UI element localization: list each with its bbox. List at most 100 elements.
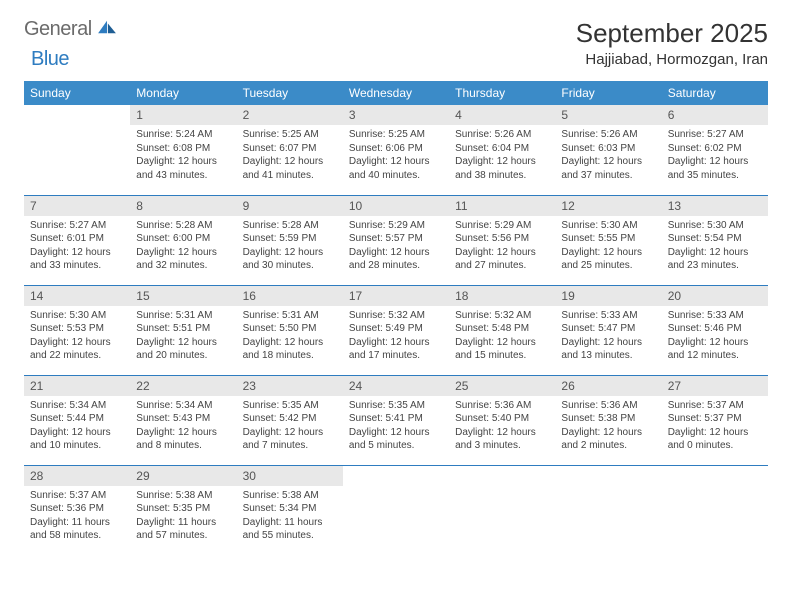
day-details: Sunrise: 5:32 AMSunset: 5:48 PMDaylight:… — [449, 306, 555, 369]
weekday-header-row: Sunday Monday Tuesday Wednesday Thursday… — [24, 81, 768, 105]
calendar-day-cell — [343, 465, 449, 555]
calendar-day-cell: 12Sunrise: 5:30 AMSunset: 5:55 PMDayligh… — [555, 195, 661, 285]
calendar-day-cell — [662, 465, 768, 555]
day-number: 17 — [343, 286, 449, 306]
weekday-heading: Sunday — [24, 81, 130, 105]
day-details: Sunrise: 5:34 AMSunset: 5:44 PMDaylight:… — [24, 396, 130, 459]
calendar-week-row: 7Sunrise: 5:27 AMSunset: 6:01 PMDaylight… — [24, 195, 768, 285]
calendar-day-cell: 11Sunrise: 5:29 AMSunset: 5:56 PMDayligh… — [449, 195, 555, 285]
day-details: Sunrise: 5:24 AMSunset: 6:08 PMDaylight:… — [130, 125, 236, 188]
day-number: 11 — [449, 196, 555, 216]
calendar-day-cell — [555, 465, 661, 555]
day-details: Sunrise: 5:36 AMSunset: 5:38 PMDaylight:… — [555, 396, 661, 459]
calendar-day-cell: 18Sunrise: 5:32 AMSunset: 5:48 PMDayligh… — [449, 285, 555, 375]
day-number: 10 — [343, 196, 449, 216]
day-number: 24 — [343, 376, 449, 396]
calendar-day-cell: 26Sunrise: 5:36 AMSunset: 5:38 PMDayligh… — [555, 375, 661, 465]
calendar-day-cell: 24Sunrise: 5:35 AMSunset: 5:41 PMDayligh… — [343, 375, 449, 465]
calendar-day-cell: 15Sunrise: 5:31 AMSunset: 5:51 PMDayligh… — [130, 285, 236, 375]
day-number: 18 — [449, 286, 555, 306]
calendar-day-cell: 17Sunrise: 5:32 AMSunset: 5:49 PMDayligh… — [343, 285, 449, 375]
day-details: Sunrise: 5:34 AMSunset: 5:43 PMDaylight:… — [130, 396, 236, 459]
day-number: 9 — [237, 196, 343, 216]
title-block: September 2025 Hajjiabad, Hormozgan, Ira… — [576, 18, 768, 68]
calendar-day-cell: 6Sunrise: 5:27 AMSunset: 6:02 PMDaylight… — [662, 105, 768, 195]
day-details: Sunrise: 5:26 AMSunset: 6:03 PMDaylight:… — [555, 125, 661, 188]
day-details: Sunrise: 5:27 AMSunset: 6:01 PMDaylight:… — [24, 216, 130, 279]
calendar-page: General September 2025 Hajjiabad, Hormoz… — [0, 0, 792, 555]
weekday-heading: Thursday — [449, 81, 555, 105]
day-details: Sunrise: 5:30 AMSunset: 5:54 PMDaylight:… — [662, 216, 768, 279]
day-number: 8 — [130, 196, 236, 216]
day-details: Sunrise: 5:28 AMSunset: 5:59 PMDaylight:… — [237, 216, 343, 279]
day-details: Sunrise: 5:26 AMSunset: 6:04 PMDaylight:… — [449, 125, 555, 188]
day-details: Sunrise: 5:25 AMSunset: 6:07 PMDaylight:… — [237, 125, 343, 188]
day-number: 4 — [449, 105, 555, 125]
day-details: Sunrise: 5:28 AMSunset: 6:00 PMDaylight:… — [130, 216, 236, 279]
weekday-heading: Wednesday — [343, 81, 449, 105]
day-number: 28 — [24, 466, 130, 486]
calendar-day-cell: 4Sunrise: 5:26 AMSunset: 6:04 PMDaylight… — [449, 105, 555, 195]
day-number: 21 — [24, 376, 130, 396]
day-number: 5 — [555, 105, 661, 125]
day-number: 12 — [555, 196, 661, 216]
calendar-day-cell: 16Sunrise: 5:31 AMSunset: 5:50 PMDayligh… — [237, 285, 343, 375]
calendar-day-cell: 30Sunrise: 5:38 AMSunset: 5:34 PMDayligh… — [237, 465, 343, 555]
month-title: September 2025 — [576, 18, 768, 49]
day-details: Sunrise: 5:29 AMSunset: 5:57 PMDaylight:… — [343, 216, 449, 279]
day-details: Sunrise: 5:37 AMSunset: 5:36 PMDaylight:… — [24, 486, 130, 549]
day-number: 29 — [130, 466, 236, 486]
day-number: 3 — [343, 105, 449, 125]
calendar-day-cell: 2Sunrise: 5:25 AMSunset: 6:07 PMDaylight… — [237, 105, 343, 195]
day-number: 26 — [555, 376, 661, 396]
day-details: Sunrise: 5:30 AMSunset: 5:53 PMDaylight:… — [24, 306, 130, 369]
day-details: Sunrise: 5:25 AMSunset: 6:06 PMDaylight:… — [343, 125, 449, 188]
calendar-day-cell: 10Sunrise: 5:29 AMSunset: 5:57 PMDayligh… — [343, 195, 449, 285]
day-number: 1 — [130, 105, 236, 125]
day-number: 15 — [130, 286, 236, 306]
day-details: Sunrise: 5:35 AMSunset: 5:41 PMDaylight:… — [343, 396, 449, 459]
weekday-heading: Monday — [130, 81, 236, 105]
day-number: 16 — [237, 286, 343, 306]
weekday-heading: Tuesday — [237, 81, 343, 105]
day-details: Sunrise: 5:33 AMSunset: 5:46 PMDaylight:… — [662, 306, 768, 369]
calendar-table: Sunday Monday Tuesday Wednesday Thursday… — [24, 81, 768, 555]
weekday-heading: Saturday — [662, 81, 768, 105]
calendar-week-row: 21Sunrise: 5:34 AMSunset: 5:44 PMDayligh… — [24, 375, 768, 465]
calendar-week-row: 14Sunrise: 5:30 AMSunset: 5:53 PMDayligh… — [24, 285, 768, 375]
day-number: 2 — [237, 105, 343, 125]
calendar-day-cell: 3Sunrise: 5:25 AMSunset: 6:06 PMDaylight… — [343, 105, 449, 195]
day-details: Sunrise: 5:36 AMSunset: 5:40 PMDaylight:… — [449, 396, 555, 459]
day-number: 19 — [555, 286, 661, 306]
day-details: Sunrise: 5:31 AMSunset: 5:51 PMDaylight:… — [130, 306, 236, 369]
calendar-week-row: 28Sunrise: 5:37 AMSunset: 5:36 PMDayligh… — [24, 465, 768, 555]
day-number: 22 — [130, 376, 236, 396]
calendar-day-cell: 25Sunrise: 5:36 AMSunset: 5:40 PMDayligh… — [449, 375, 555, 465]
day-details: Sunrise: 5:32 AMSunset: 5:49 PMDaylight:… — [343, 306, 449, 369]
day-number: 25 — [449, 376, 555, 396]
brand-logo: General — [24, 18, 120, 41]
day-number: 27 — [662, 376, 768, 396]
day-number: 20 — [662, 286, 768, 306]
calendar-day-cell: 20Sunrise: 5:33 AMSunset: 5:46 PMDayligh… — [662, 285, 768, 375]
calendar-day-cell: 9Sunrise: 5:28 AMSunset: 5:59 PMDaylight… — [237, 195, 343, 285]
day-number: 23 — [237, 376, 343, 396]
calendar-day-cell: 23Sunrise: 5:35 AMSunset: 5:42 PMDayligh… — [237, 375, 343, 465]
calendar-day-cell: 22Sunrise: 5:34 AMSunset: 5:43 PMDayligh… — [130, 375, 236, 465]
day-details: Sunrise: 5:35 AMSunset: 5:42 PMDaylight:… — [237, 396, 343, 459]
day-details: Sunrise: 5:33 AMSunset: 5:47 PMDaylight:… — [555, 306, 661, 369]
calendar-day-cell — [24, 105, 130, 195]
day-number: 30 — [237, 466, 343, 486]
day-number: 13 — [662, 196, 768, 216]
calendar-day-cell: 7Sunrise: 5:27 AMSunset: 6:01 PMDaylight… — [24, 195, 130, 285]
calendar-day-cell: 27Sunrise: 5:37 AMSunset: 5:37 PMDayligh… — [662, 375, 768, 465]
day-number: 14 — [24, 286, 130, 306]
calendar-day-cell: 8Sunrise: 5:28 AMSunset: 6:00 PMDaylight… — [130, 195, 236, 285]
brand-text-2: Blue — [31, 48, 69, 70]
calendar-day-cell — [449, 465, 555, 555]
day-details: Sunrise: 5:30 AMSunset: 5:55 PMDaylight:… — [555, 216, 661, 279]
calendar-day-cell: 19Sunrise: 5:33 AMSunset: 5:47 PMDayligh… — [555, 285, 661, 375]
location-text: Hajjiabad, Hormozgan, Iran — [576, 51, 768, 68]
day-details: Sunrise: 5:27 AMSunset: 6:02 PMDaylight:… — [662, 125, 768, 188]
calendar-day-cell: 21Sunrise: 5:34 AMSunset: 5:44 PMDayligh… — [24, 375, 130, 465]
